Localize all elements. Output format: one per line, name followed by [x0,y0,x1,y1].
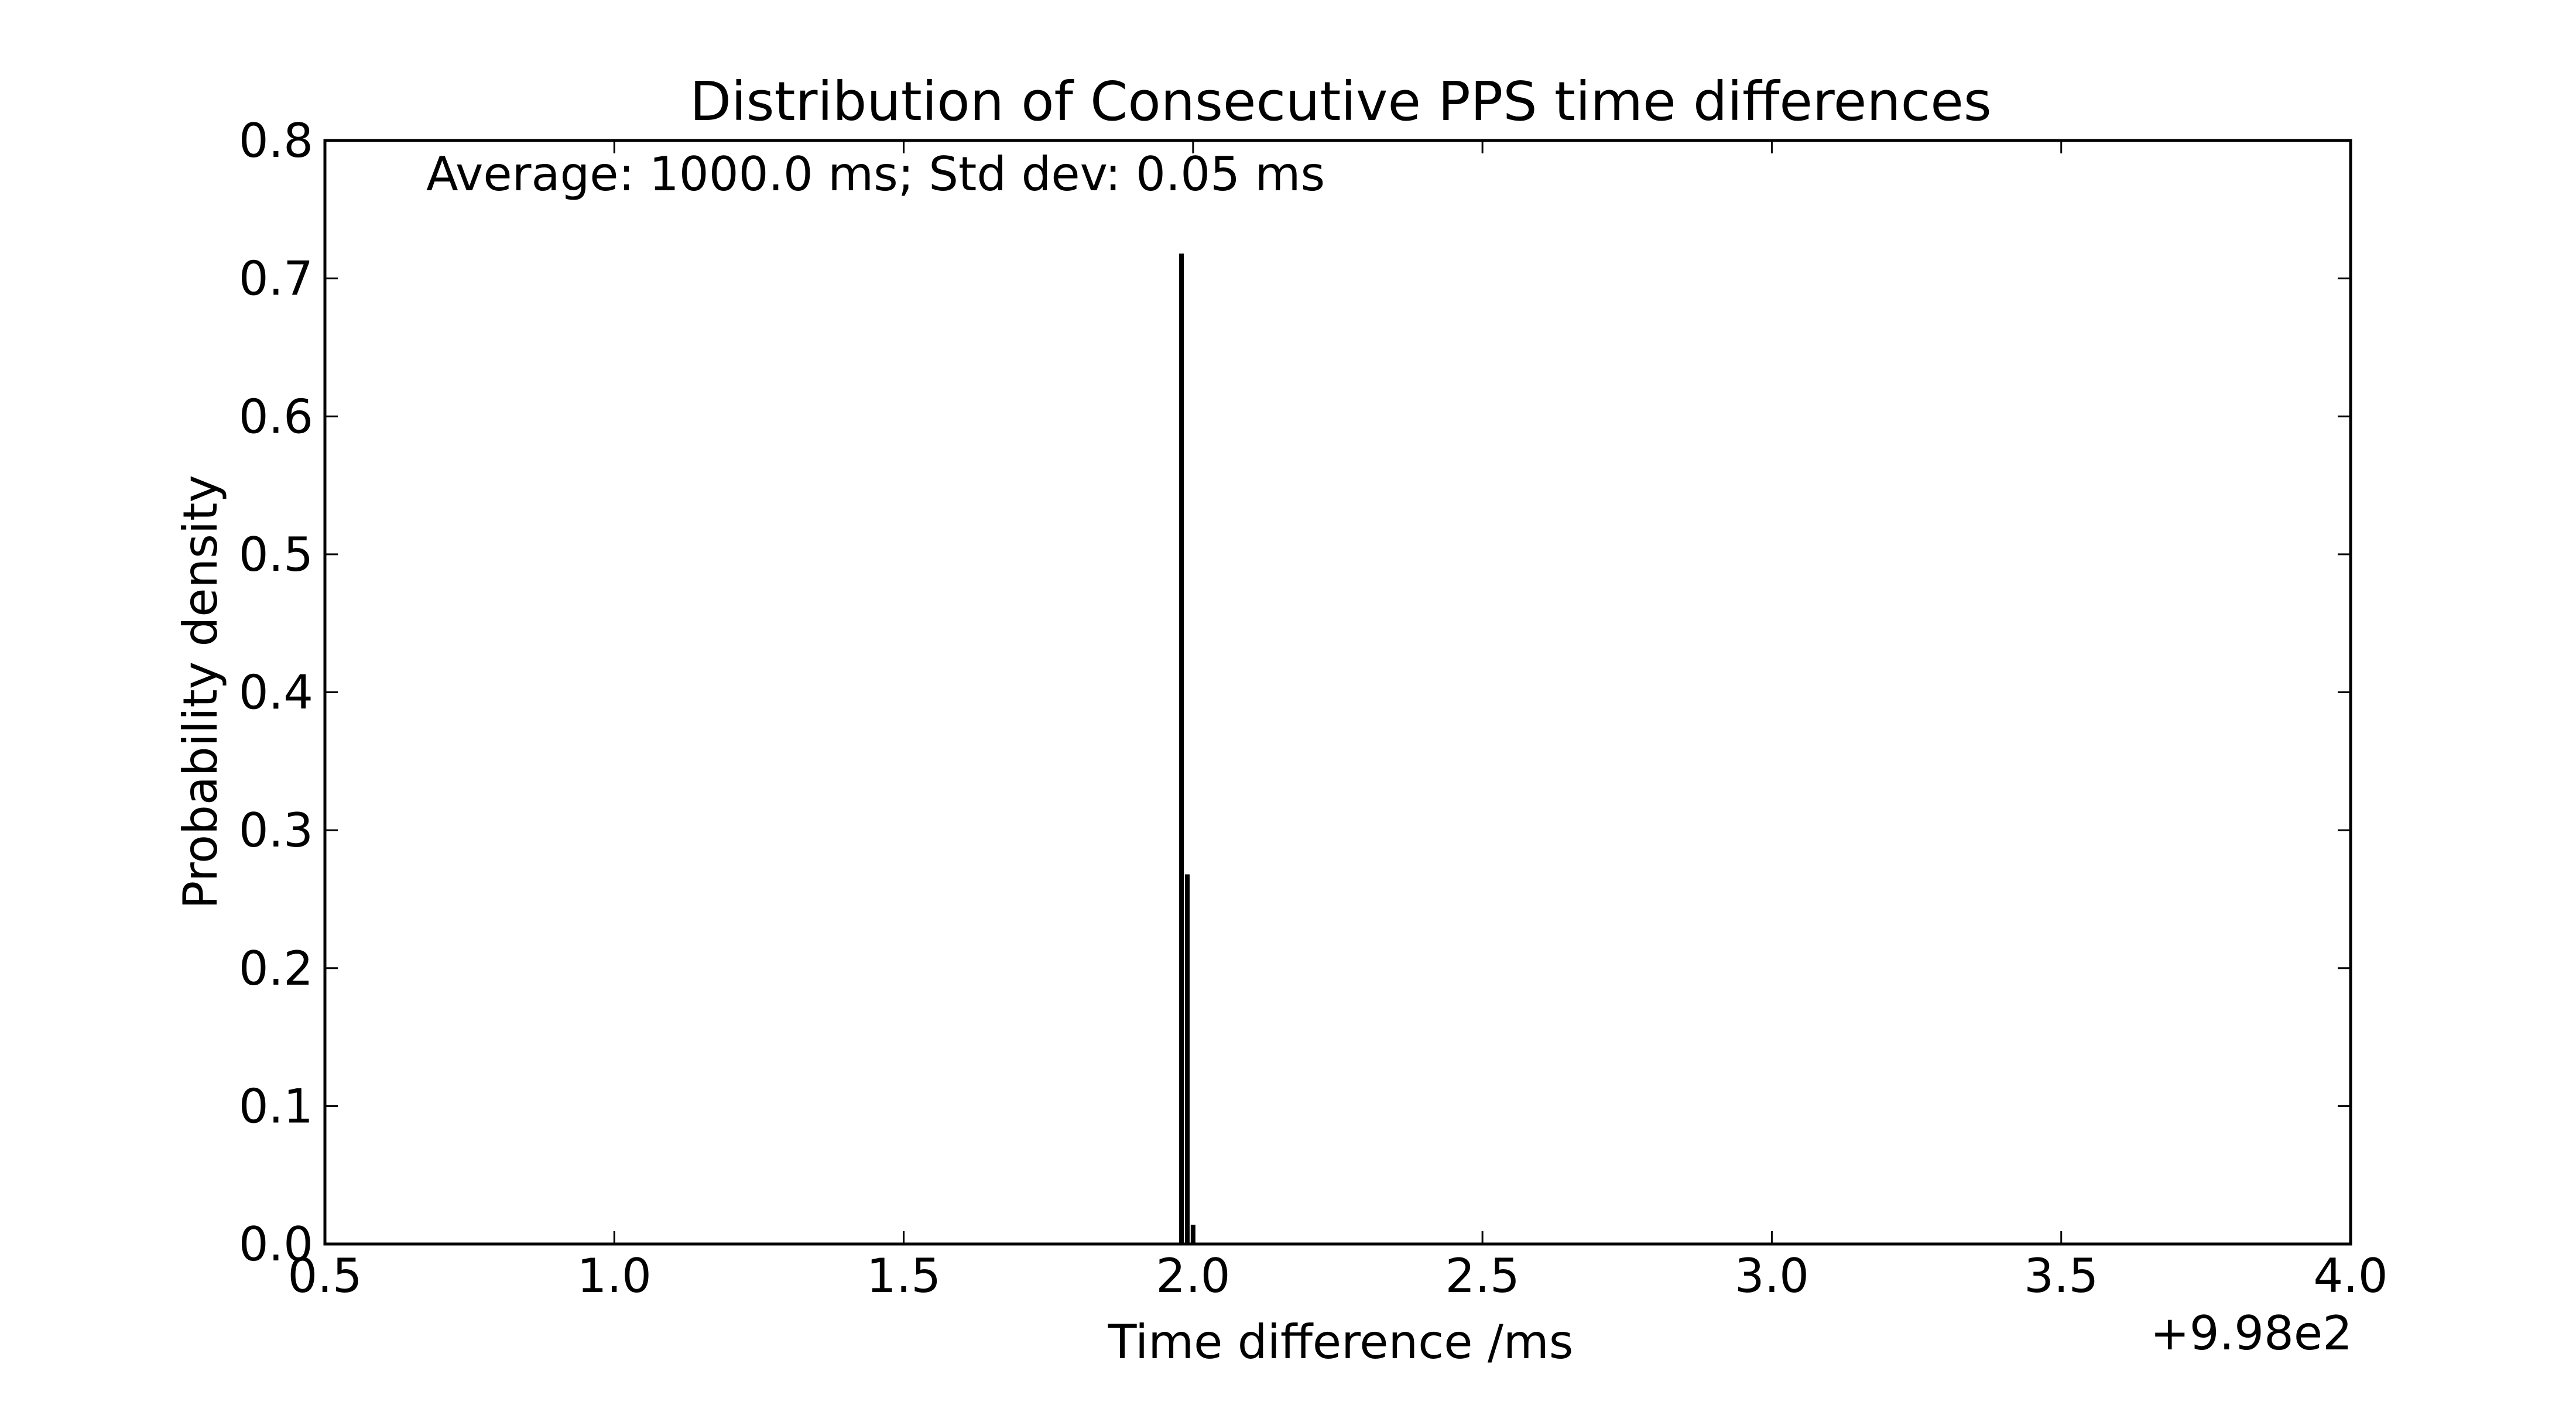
histogram-bar [1179,253,1184,1244]
x-axis-label: Time difference /ms [1108,1315,1574,1369]
x-tick-label: 0.5 [287,1249,362,1303]
y-tick-label: 0.6 [239,389,313,444]
x-tick-label: 1.5 [866,1249,941,1303]
y-tick-label: 0.2 [239,941,313,996]
x-tick-label: 3.0 [1735,1249,1809,1303]
y-axis-ticks: 0.0 0.1 0.2 0.3 0.4 0.5 0.6 0.7 0.8 [239,114,2351,1272]
x-axis-ticks: 0.5 1.0 1.5 2.0 2.5 3.0 3.5 4.0 [287,140,2388,1303]
x-tick-label: 2.0 [1156,1249,1230,1303]
chart-title: Distribution of Consecutive PPS time dif… [690,70,1992,133]
y-tick-label: 0.1 [239,1079,313,1133]
x-axis-offset-label: +9.98e2 [2150,1306,2352,1361]
y-tick-label: 0.3 [239,803,313,858]
y-tick-label: 0.5 [239,527,313,582]
y-tick-label: 0.0 [239,1217,313,1272]
plot-area [325,140,2351,1244]
x-tick-label: 3.5 [2024,1249,2098,1303]
x-tick-label: 4.0 [2313,1249,2387,1303]
x-tick-label: 2.5 [1445,1249,1520,1303]
y-axis-label: Probability density [173,475,228,909]
plot-frame [323,139,2352,1246]
stats-annotation: Average: 1000.0 ms; Std dev: 0.05 ms [426,147,1325,201]
y-tick-label: 0.7 [239,252,313,306]
y-tick-label: 0.8 [239,114,313,168]
x-tick-label: 1.0 [577,1249,652,1303]
histogram-bar [1184,874,1190,1244]
y-tick-label: 0.4 [239,666,313,720]
